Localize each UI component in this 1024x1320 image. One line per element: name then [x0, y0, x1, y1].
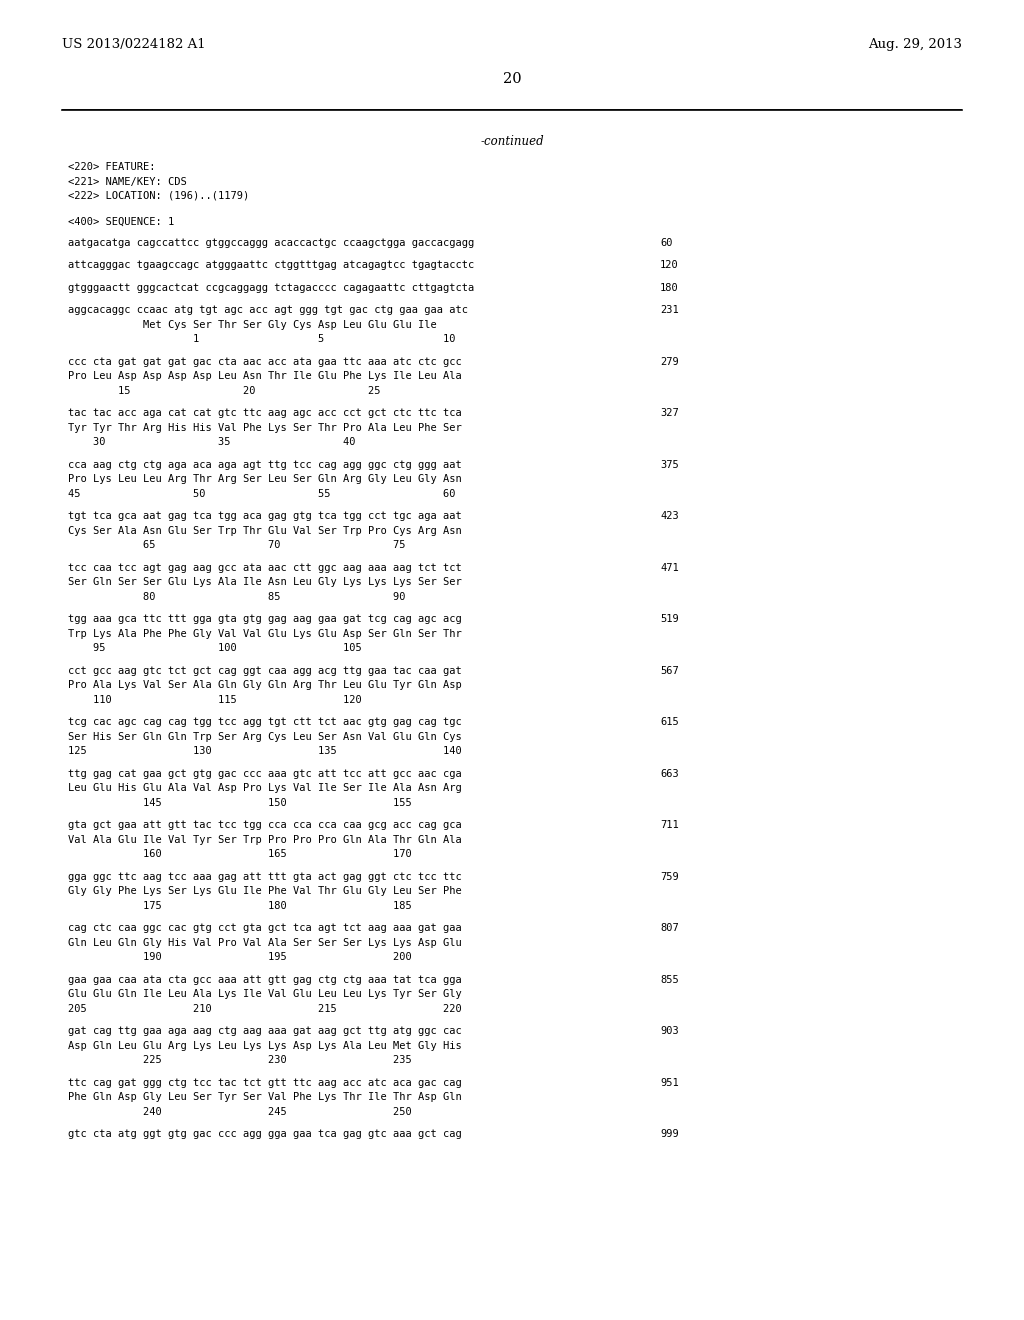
Text: <221> NAME/KEY: CDS: <221> NAME/KEY: CDS: [68, 177, 186, 186]
Text: 30                  35                  40: 30 35 40: [68, 437, 355, 447]
Text: 45                  50                  55                  60: 45 50 55 60: [68, 488, 456, 499]
Text: Gln Leu Gln Gly His Val Pro Val Ala Ser Ser Ser Lys Lys Asp Glu: Gln Leu Gln Gly His Val Pro Val Ala Ser …: [68, 937, 462, 948]
Text: 807: 807: [660, 923, 679, 933]
Text: tcc caa tcc agt gag aag gcc ata aac ctt ggc aag aaa aag tct tct: tcc caa tcc agt gag aag gcc ata aac ctt …: [68, 562, 462, 573]
Text: 65                  70                  75: 65 70 75: [68, 540, 406, 550]
Text: 205                 210                 215                 220: 205 210 215 220: [68, 1003, 462, 1014]
Text: Aug. 29, 2013: Aug. 29, 2013: [868, 38, 962, 51]
Text: gga ggc ttc aag tcc aaa gag att ttt gta act gag ggt ctc tcc ttc: gga ggc ttc aag tcc aaa gag att ttt gta …: [68, 871, 462, 882]
Text: 663: 663: [660, 768, 679, 779]
Text: 951: 951: [660, 1077, 679, 1088]
Text: 423: 423: [660, 511, 679, 521]
Text: gtgggaactt gggcactcat ccgcaggagg tctagacccc cagagaattc cttgagtcta: gtgggaactt gggcactcat ccgcaggagg tctagac…: [68, 282, 474, 293]
Text: gat cag ttg gaa aga aag ctg aag aaa gat aag gct ttg atg ggc cac: gat cag ttg gaa aga aag ctg aag aaa gat …: [68, 1026, 462, 1036]
Text: ccc cta gat gat gat gac cta aac acc ata gaa ttc aaa atc ctc gcc: ccc cta gat gat gat gac cta aac acc ata …: [68, 356, 462, 367]
Text: 759: 759: [660, 871, 679, 882]
Text: 519: 519: [660, 614, 679, 624]
Text: 711: 711: [660, 820, 679, 830]
Text: ttg gag cat gaa gct gtg gac ccc aaa gtc att tcc att gcc aac cga: ttg gag cat gaa gct gtg gac ccc aaa gtc …: [68, 768, 462, 779]
Text: 190                 195                 200: 190 195 200: [68, 952, 412, 962]
Text: Phe Gln Asp Gly Leu Ser Tyr Ser Val Phe Lys Thr Ile Thr Asp Gln: Phe Gln Asp Gly Leu Ser Tyr Ser Val Phe …: [68, 1092, 462, 1102]
Text: tgg aaa gca ttc ttt gga gta gtg gag aag gaa gat tcg cag agc acg: tgg aaa gca ttc ttt gga gta gtg gag aag …: [68, 614, 462, 624]
Text: 1                   5                   10: 1 5 10: [68, 334, 456, 345]
Text: 903: 903: [660, 1026, 679, 1036]
Text: 231: 231: [660, 305, 679, 315]
Text: 110                 115                 120: 110 115 120: [68, 694, 361, 705]
Text: gta gct gaa att gtt tac tcc tgg cca cca cca caa gcg acc cag gca: gta gct gaa att gtt tac tcc tgg cca cca …: [68, 820, 462, 830]
Text: cag ctc caa ggc cac gtg cct gta gct tca agt tct aag aaa gat gaa: cag ctc caa ggc cac gtg cct gta gct tca …: [68, 923, 462, 933]
Text: cca aag ctg ctg aga aca aga agt ttg tcc cag agg ggc ctg ggg aat: cca aag ctg ctg aga aca aga agt ttg tcc …: [68, 459, 462, 470]
Text: Gly Gly Phe Lys Ser Lys Glu Ile Phe Val Thr Glu Gly Leu Ser Phe: Gly Gly Phe Lys Ser Lys Glu Ile Phe Val …: [68, 886, 462, 896]
Text: Trp Lys Ala Phe Phe Gly Val Val Glu Lys Glu Asp Ser Gln Ser Thr: Trp Lys Ala Phe Phe Gly Val Val Glu Lys …: [68, 628, 462, 639]
Text: -continued: -continued: [480, 135, 544, 148]
Text: <222> LOCATION: (196)..(1179): <222> LOCATION: (196)..(1179): [68, 191, 249, 201]
Text: 180: 180: [660, 282, 679, 293]
Text: attcagggac tgaagccagc atgggaattc ctggtttgag atcagagtcc tgagtacctc: attcagggac tgaagccagc atgggaattc ctggttt…: [68, 260, 474, 271]
Text: 175                 180                 185: 175 180 185: [68, 900, 412, 911]
Text: Pro Lys Leu Leu Arg Thr Arg Ser Leu Ser Gln Arg Gly Leu Gly Asn: Pro Lys Leu Leu Arg Thr Arg Ser Leu Ser …: [68, 474, 462, 484]
Text: 125                 130                 135                 140: 125 130 135 140: [68, 746, 462, 756]
Text: 120: 120: [660, 260, 679, 271]
Text: Met Cys Ser Thr Ser Gly Cys Asp Leu Glu Glu Ile: Met Cys Ser Thr Ser Gly Cys Asp Leu Glu …: [68, 319, 437, 330]
Text: Pro Ala Lys Val Ser Ala Gln Gly Gln Arg Thr Leu Glu Tyr Gln Asp: Pro Ala Lys Val Ser Ala Gln Gly Gln Arg …: [68, 680, 462, 690]
Text: <220> FEATURE:: <220> FEATURE:: [68, 162, 156, 172]
Text: Ser His Ser Gln Gln Trp Ser Arg Cys Leu Ser Asn Val Glu Gln Cys: Ser His Ser Gln Gln Trp Ser Arg Cys Leu …: [68, 731, 462, 742]
Text: <400> SEQUENCE: 1: <400> SEQUENCE: 1: [68, 216, 174, 227]
Text: 225                 230                 235: 225 230 235: [68, 1055, 412, 1065]
Text: 95                  100                 105: 95 100 105: [68, 643, 361, 653]
Text: Tyr Tyr Thr Arg His His Val Phe Lys Ser Thr Pro Ala Leu Phe Ser: Tyr Tyr Thr Arg His His Val Phe Lys Ser …: [68, 422, 462, 433]
Text: gaa gaa caa ata cta gcc aaa att gtt gag ctg ctg aaa tat tca gga: gaa gaa caa ata cta gcc aaa att gtt gag …: [68, 974, 462, 985]
Text: Ser Gln Ser Ser Glu Lys Ala Ile Asn Leu Gly Lys Lys Lys Ser Ser: Ser Gln Ser Ser Glu Lys Ala Ile Asn Leu …: [68, 577, 462, 587]
Text: Asp Gln Leu Glu Arg Lys Leu Lys Lys Asp Lys Ala Leu Met Gly His: Asp Gln Leu Glu Arg Lys Leu Lys Lys Asp …: [68, 1040, 462, 1051]
Text: 20: 20: [503, 73, 521, 86]
Text: 375: 375: [660, 459, 679, 470]
Text: tcg cac agc cag cag tgg tcc agg tgt ctt tct aac gtg gag cag tgc: tcg cac agc cag cag tgg tcc agg tgt ctt …: [68, 717, 462, 727]
Text: 160                 165                 170: 160 165 170: [68, 849, 412, 859]
Text: 855: 855: [660, 974, 679, 985]
Text: Glu Glu Gln Ile Leu Ala Lys Ile Val Glu Leu Leu Lys Tyr Ser Gly: Glu Glu Gln Ile Leu Ala Lys Ile Val Glu …: [68, 989, 462, 999]
Text: aggcacaggc ccaac atg tgt agc acc agt ggg tgt gac ctg gaa gaa atc: aggcacaggc ccaac atg tgt agc acc agt ggg…: [68, 305, 468, 315]
Text: 15                  20                  25: 15 20 25: [68, 385, 381, 396]
Text: tac tac acc aga cat cat gtc ttc aag agc acc cct gct ctc ttc tca: tac tac acc aga cat cat gtc ttc aag agc …: [68, 408, 462, 418]
Text: 327: 327: [660, 408, 679, 418]
Text: 471: 471: [660, 562, 679, 573]
Text: 999: 999: [660, 1129, 679, 1139]
Text: tgt tca gca aat gag tca tgg aca gag gtg tca tgg cct tgc aga aat: tgt tca gca aat gag tca tgg aca gag gtg …: [68, 511, 462, 521]
Text: US 2013/0224182 A1: US 2013/0224182 A1: [62, 38, 206, 51]
Text: Val Ala Glu Ile Val Tyr Ser Trp Pro Pro Pro Gln Ala Thr Gln Ala: Val Ala Glu Ile Val Tyr Ser Trp Pro Pro …: [68, 834, 462, 845]
Text: aatgacatga cagccattcc gtggccaggg acaccactgc ccaagctgga gaccacgagg: aatgacatga cagccattcc gtggccaggg acaccac…: [68, 238, 474, 248]
Text: Pro Leu Asp Asp Asp Asp Leu Asn Thr Ile Glu Phe Lys Ile Leu Ala: Pro Leu Asp Asp Asp Asp Leu Asn Thr Ile …: [68, 371, 462, 381]
Text: 80                  85                  90: 80 85 90: [68, 591, 406, 602]
Text: 145                 150                 155: 145 150 155: [68, 797, 412, 808]
Text: 240                 245                 250: 240 245 250: [68, 1106, 412, 1117]
Text: cct gcc aag gtc tct gct cag ggt caa agg acg ttg gaa tac caa gat: cct gcc aag gtc tct gct cag ggt caa agg …: [68, 665, 462, 676]
Text: Leu Glu His Glu Ala Val Asp Pro Lys Val Ile Ser Ile Ala Asn Arg: Leu Glu His Glu Ala Val Asp Pro Lys Val …: [68, 783, 462, 793]
Text: 279: 279: [660, 356, 679, 367]
Text: 615: 615: [660, 717, 679, 727]
Text: 567: 567: [660, 665, 679, 676]
Text: ttc cag gat ggg ctg tcc tac tct gtt ttc aag acc atc aca gac cag: ttc cag gat ggg ctg tcc tac tct gtt ttc …: [68, 1077, 462, 1088]
Text: Cys Ser Ala Asn Glu Ser Trp Thr Glu Val Ser Trp Pro Cys Arg Asn: Cys Ser Ala Asn Glu Ser Trp Thr Glu Val …: [68, 525, 462, 536]
Text: gtc cta atg ggt gtg gac ccc agg gga gaa tca gag gtc aaa gct cag: gtc cta atg ggt gtg gac ccc agg gga gaa …: [68, 1129, 462, 1139]
Text: 60: 60: [660, 238, 673, 248]
